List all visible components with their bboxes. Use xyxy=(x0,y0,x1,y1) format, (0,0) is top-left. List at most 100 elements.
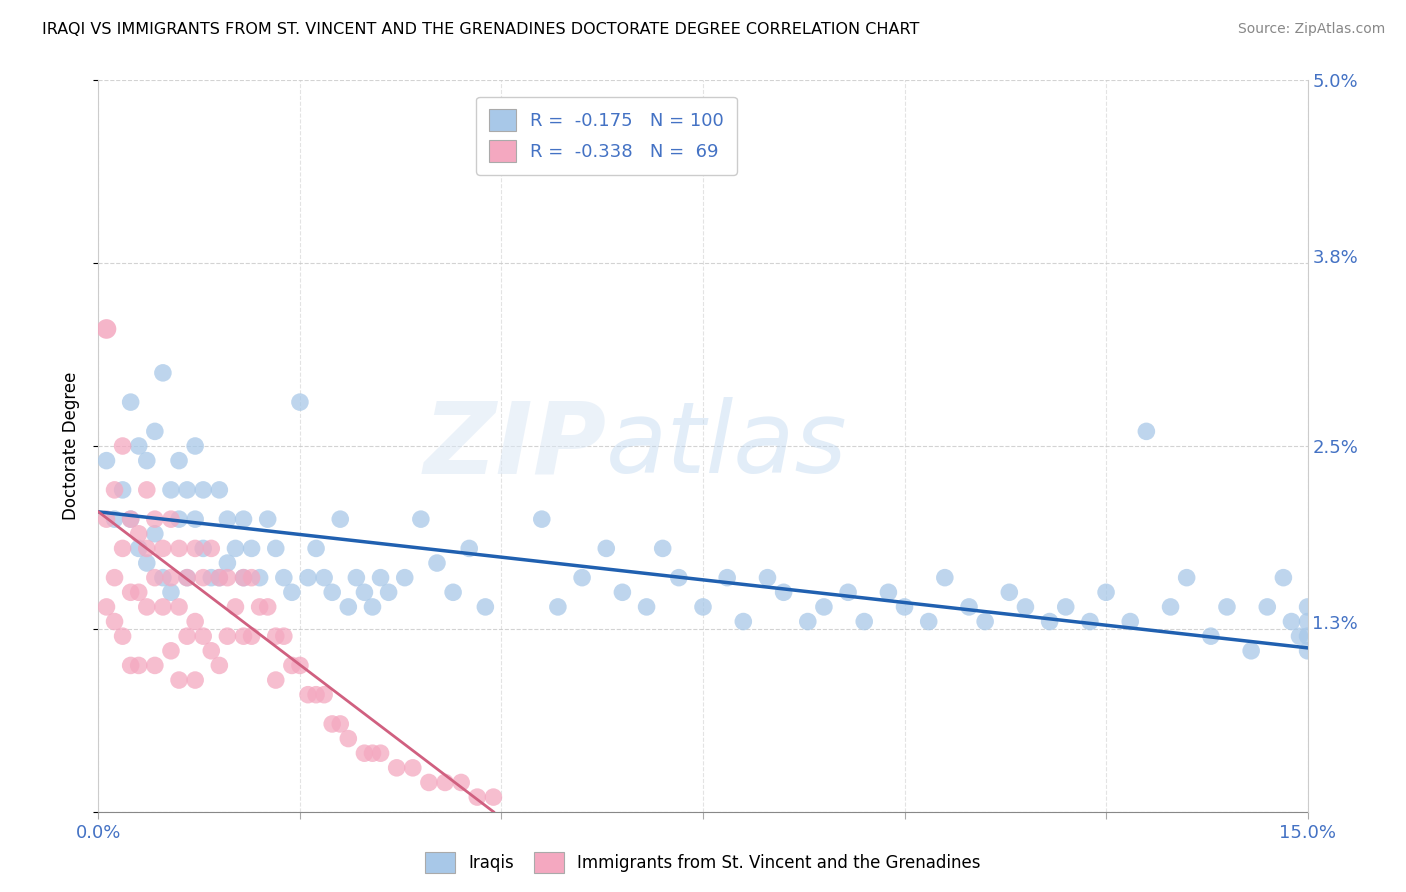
Point xyxy=(193,483,215,497)
Point xyxy=(321,717,343,731)
Point xyxy=(1095,585,1118,599)
Point xyxy=(143,425,166,439)
Point xyxy=(217,556,239,570)
Point xyxy=(240,541,263,556)
Point xyxy=(120,658,142,673)
Point xyxy=(893,599,915,614)
Point xyxy=(974,615,997,629)
Point xyxy=(1256,599,1278,614)
Point xyxy=(208,571,231,585)
Point xyxy=(128,658,150,673)
Point xyxy=(160,483,183,497)
Point xyxy=(264,673,287,687)
Point xyxy=(184,541,207,556)
Point xyxy=(264,629,287,643)
Point xyxy=(249,571,271,585)
Point xyxy=(305,541,328,556)
Point xyxy=(370,571,392,585)
Y-axis label: Doctorate Degree: Doctorate Degree xyxy=(62,372,80,520)
Point xyxy=(152,571,174,585)
Point xyxy=(232,512,254,526)
Point xyxy=(160,571,183,585)
Point xyxy=(120,395,142,409)
Point xyxy=(426,556,449,570)
Point xyxy=(482,790,505,805)
Point xyxy=(1296,644,1319,658)
Point xyxy=(314,571,336,585)
Point xyxy=(361,746,384,760)
Point xyxy=(103,571,125,585)
Point xyxy=(152,541,174,556)
Point xyxy=(232,571,254,585)
Point xyxy=(111,483,134,497)
Point xyxy=(853,615,876,629)
Point xyxy=(837,585,859,599)
Point xyxy=(465,790,488,805)
Point xyxy=(281,585,304,599)
Point xyxy=(103,512,125,526)
Point xyxy=(128,541,150,556)
Point xyxy=(1296,615,1319,629)
Point xyxy=(167,512,190,526)
Point xyxy=(813,599,835,614)
Point xyxy=(1160,599,1182,614)
Point xyxy=(96,322,118,336)
Point xyxy=(377,585,399,599)
Point xyxy=(135,483,157,497)
Text: IRAQI VS IMMIGRANTS FROM ST. VINCENT AND THE GRENADINES DOCTORATE DEGREE CORRELA: IRAQI VS IMMIGRANTS FROM ST. VINCENT AND… xyxy=(42,22,920,37)
Point xyxy=(297,571,319,585)
Point xyxy=(167,599,190,614)
Point xyxy=(184,512,207,526)
Point xyxy=(1296,629,1319,643)
Point xyxy=(418,775,440,789)
Point xyxy=(111,439,134,453)
Point xyxy=(217,571,239,585)
Point xyxy=(103,615,125,629)
Point xyxy=(337,731,360,746)
Point xyxy=(692,599,714,614)
Point xyxy=(353,585,375,599)
Point xyxy=(264,541,287,556)
Point xyxy=(200,644,222,658)
Point xyxy=(491,117,513,131)
Point xyxy=(571,571,593,585)
Point xyxy=(240,629,263,643)
Legend: Iraqis, Immigrants from St. Vincent and the Grenadines: Iraqis, Immigrants from St. Vincent and … xyxy=(419,846,987,880)
Point xyxy=(344,571,367,585)
Point xyxy=(152,599,174,614)
Point xyxy=(409,512,432,526)
Point xyxy=(217,512,239,526)
Point xyxy=(1281,615,1303,629)
Point xyxy=(111,629,134,643)
Point xyxy=(176,571,198,585)
Point xyxy=(176,629,198,643)
Point xyxy=(450,775,472,789)
Point xyxy=(1119,615,1142,629)
Point xyxy=(1288,629,1310,643)
Point xyxy=(120,512,142,526)
Point xyxy=(160,644,183,658)
Point xyxy=(612,585,634,599)
Point xyxy=(394,571,416,585)
Point xyxy=(143,571,166,585)
Point xyxy=(288,658,311,673)
Point xyxy=(143,658,166,673)
Point xyxy=(733,615,755,629)
Point xyxy=(957,599,980,614)
Point xyxy=(135,541,157,556)
Point xyxy=(160,512,183,526)
Point xyxy=(167,673,190,687)
Point xyxy=(232,629,254,643)
Point xyxy=(135,556,157,570)
Point xyxy=(217,629,239,643)
Point xyxy=(329,717,352,731)
Point xyxy=(224,599,246,614)
Point xyxy=(441,585,464,599)
Point xyxy=(232,571,254,585)
Point xyxy=(402,761,425,775)
Point xyxy=(152,366,174,380)
Point xyxy=(224,541,246,556)
Point xyxy=(208,483,231,497)
Point xyxy=(314,688,336,702)
Point xyxy=(184,439,207,453)
